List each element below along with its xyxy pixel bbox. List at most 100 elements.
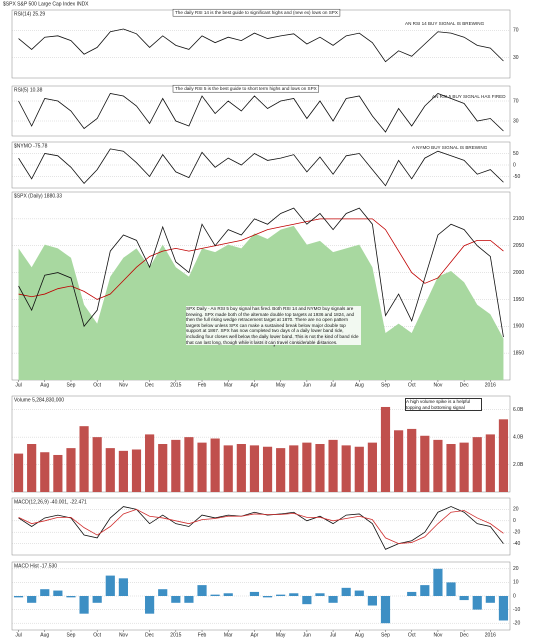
- bar: [158, 444, 168, 492]
- x-tick-label: Dec: [460, 382, 469, 388]
- bar: [302, 442, 312, 492]
- x-tick-label: 2015: [170, 632, 181, 638]
- y-tick-label: 1900: [513, 324, 524, 330]
- x-tick-label: Nov: [119, 632, 128, 638]
- bar: [498, 596, 509, 621]
- annotation: A NYMO BUY SIGNAL IS BREWING: [412, 145, 488, 150]
- bar: [341, 587, 351, 596]
- bar: [171, 439, 181, 492]
- bar: [236, 444, 246, 492]
- x-tick-label: Sep: [67, 632, 76, 638]
- y-tick-label: 1850: [513, 350, 524, 356]
- bar: [13, 453, 24, 492]
- bar: [53, 590, 63, 596]
- y-tick-label: -40: [513, 541, 520, 547]
- annotation: The daily RSI 14 is the best guide to si…: [175, 10, 338, 15]
- y-tick-label: 0: [513, 162, 516, 168]
- y-tick-label: 20: [513, 507, 519, 513]
- bar: [302, 596, 312, 605]
- bar: [485, 434, 495, 492]
- bar: [105, 448, 115, 492]
- panel-label: MACD Hist -17.530: [14, 563, 57, 569]
- x-tick-label: Dec: [145, 632, 154, 638]
- bar: [446, 444, 456, 492]
- x-tick-label: May: [276, 632, 286, 638]
- x-tick-label: Apr: [251, 632, 259, 638]
- bar: [367, 442, 377, 492]
- y-tick-label: 2000: [513, 270, 524, 276]
- y-tick-label: -50: [513, 174, 520, 180]
- line: [18, 28, 504, 63]
- x-tick-label: Jun: [303, 632, 311, 638]
- bar: [367, 596, 377, 606]
- x-tick-label: Oct: [408, 632, 416, 638]
- bar: [328, 439, 338, 492]
- y-tick-label: 2.0B: [513, 462, 524, 468]
- line: [18, 506, 504, 550]
- line: [18, 207, 504, 338]
- panel-label: RSI(14) 25.29: [14, 11, 45, 17]
- x-tick-label: Aug: [355, 382, 364, 388]
- y-tick-label: 6.0B: [513, 407, 524, 413]
- x-tick-label: Jul: [15, 632, 21, 638]
- y-tick-label: 0: [513, 593, 516, 599]
- bar: [40, 452, 50, 492]
- bar: [197, 585, 207, 596]
- panel-label: Volume 5,284,830,000: [14, 397, 64, 403]
- x-tick-label: Apr: [251, 382, 259, 388]
- y-tick-label: -20: [513, 530, 520, 536]
- panel-label: $SPX (Daily) 1880.33: [14, 193, 62, 199]
- panel-label: MACD(12,26,9) -40.001, -22.471: [14, 499, 87, 505]
- x-tick-label: Oct: [408, 382, 416, 388]
- bar: [79, 426, 89, 492]
- bar: [79, 596, 89, 614]
- line: [18, 93, 504, 133]
- x-tick-label: May: [276, 382, 286, 388]
- y-tick-label: 30: [513, 118, 519, 124]
- bar: [407, 591, 417, 596]
- x-tick-label: 2016: [485, 382, 496, 388]
- panel-frame: [11, 497, 511, 556]
- bar: [131, 449, 142, 492]
- bar: [92, 437, 102, 492]
- x-tick-label: Oct: [93, 382, 101, 388]
- bar: [433, 439, 443, 492]
- panel-frame: [11, 85, 511, 137]
- annotation: AN RSI 5 BUY SIGNAL HAS FIRED: [432, 94, 506, 99]
- bar: [197, 442, 207, 492]
- bar: [354, 590, 364, 596]
- y-tick-label: 1950: [513, 297, 524, 303]
- x-tick-label: Sep: [67, 382, 76, 388]
- bar: [66, 448, 76, 492]
- bar: [289, 445, 299, 492]
- x-tick-label: Mar: [224, 382, 233, 388]
- bar: [145, 434, 155, 492]
- x-tick-label: Dec: [460, 632, 469, 638]
- annotation: SPX Daily - An RSI 5 buy signal has fire…: [186, 306, 361, 346]
- bar: [276, 448, 286, 492]
- y-tick-label: 10: [513, 580, 519, 586]
- bar: [354, 446, 364, 492]
- bar: [262, 446, 273, 492]
- y-tick-label: 20: [513, 566, 519, 572]
- bar: [171, 596, 181, 603]
- y-tick-label: 30: [513, 55, 519, 61]
- x-tick-label: Dec: [145, 382, 154, 388]
- chart-header: $SPX S&P 500 Large Cap Index INDX: [3, 1, 89, 7]
- y-tick-label: 2100: [513, 216, 524, 222]
- bar: [13, 596, 24, 598]
- x-tick-label: Jun: [303, 382, 311, 388]
- bar: [276, 594, 286, 596]
- bar: [184, 437, 194, 492]
- bar: [53, 454, 63, 492]
- bar: [223, 445, 233, 492]
- bar: [472, 437, 482, 492]
- annotation: The daily RSI 5 is the best guide to sho…: [175, 86, 317, 91]
- panel-label: RSI(5) 10.38: [14, 87, 43, 93]
- bar: [498, 419, 509, 492]
- bar: [459, 442, 469, 492]
- bar: [118, 578, 128, 596]
- bar: [380, 596, 391, 624]
